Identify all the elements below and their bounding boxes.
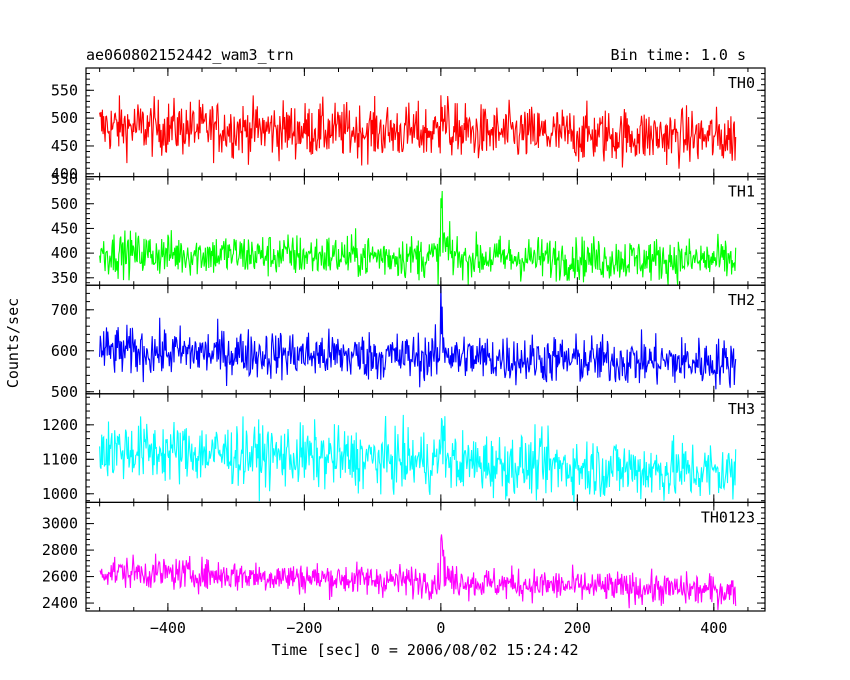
series-line-th0123 xyxy=(99,534,737,610)
panel-th3: 1000 1100 1200 TH3 xyxy=(42,393,766,503)
x-axis-label: Time [sec] 0 = 2006/08/02 15:24:42 xyxy=(271,641,578,659)
x-axis: −400 −200 0 200 400 xyxy=(150,619,728,637)
panel-name-label: TH0 xyxy=(728,74,755,92)
series-line-th2 xyxy=(99,285,737,390)
y-tick-label: 2800 xyxy=(42,541,78,559)
y-axis-label: Counts/sec xyxy=(4,298,22,388)
bin-time-label: Bin time: 1.0 s xyxy=(611,46,746,64)
y-tick-label: 400 xyxy=(51,165,78,183)
panel-name-label: TH3 xyxy=(728,400,755,418)
series-line-th0 xyxy=(99,95,737,169)
y-tick-label: 2600 xyxy=(42,568,78,586)
y-tick-label: 450 xyxy=(51,219,78,237)
panels-group: 400 450 500 550 TH0 350 400 450 500 550 TH1 500 600 7… xyxy=(42,67,766,612)
panel-frame xyxy=(85,501,766,612)
panel-name-label: TH1 xyxy=(728,183,755,201)
y-tick-label: 500 xyxy=(51,383,78,401)
y-tick-label: 1200 xyxy=(42,416,78,434)
panel-name-label: TH2 xyxy=(728,291,755,309)
panel-th0: 400 450 500 550 TH0 xyxy=(51,67,766,183)
chart-title: ae060802152442_wam3_trn xyxy=(86,46,294,64)
y-tick-label: 500 xyxy=(51,195,78,213)
panel-th1: 350 400 450 500 550 TH1 xyxy=(51,170,766,287)
y-tick-label: 500 xyxy=(51,109,78,127)
panel-th2: 500 600 700 TH2 xyxy=(51,284,766,401)
y-tick-label: 700 xyxy=(51,301,78,319)
y-tick-label: 1100 xyxy=(42,450,78,468)
x-tick-label: 400 xyxy=(700,619,727,637)
x-tick-label: −400 xyxy=(150,619,186,637)
panel-frame xyxy=(85,176,766,286)
x-tick-label: 200 xyxy=(564,619,591,637)
y-tick-label: 3000 xyxy=(42,515,78,533)
panel-name-label: TH0123 xyxy=(701,508,755,526)
x-tick-label: 0 xyxy=(436,619,445,637)
panel-th0123: 2400 2600 2800 3000 TH0123 xyxy=(42,501,766,612)
y-tick-label: 2400 xyxy=(42,594,78,612)
y-tick-label: 450 xyxy=(51,137,78,155)
y-tick-label: 600 xyxy=(51,342,78,360)
y-tick-label: 550 xyxy=(51,170,78,188)
y-tick-label: 1000 xyxy=(42,485,78,503)
y-tick-label: 550 xyxy=(51,81,78,99)
x-tick-label: −200 xyxy=(286,619,322,637)
y-tick-label: 400 xyxy=(51,244,78,262)
series-line-th1 xyxy=(99,190,737,286)
series-line-th3 xyxy=(99,414,737,503)
y-tick-label: 350 xyxy=(51,269,78,287)
